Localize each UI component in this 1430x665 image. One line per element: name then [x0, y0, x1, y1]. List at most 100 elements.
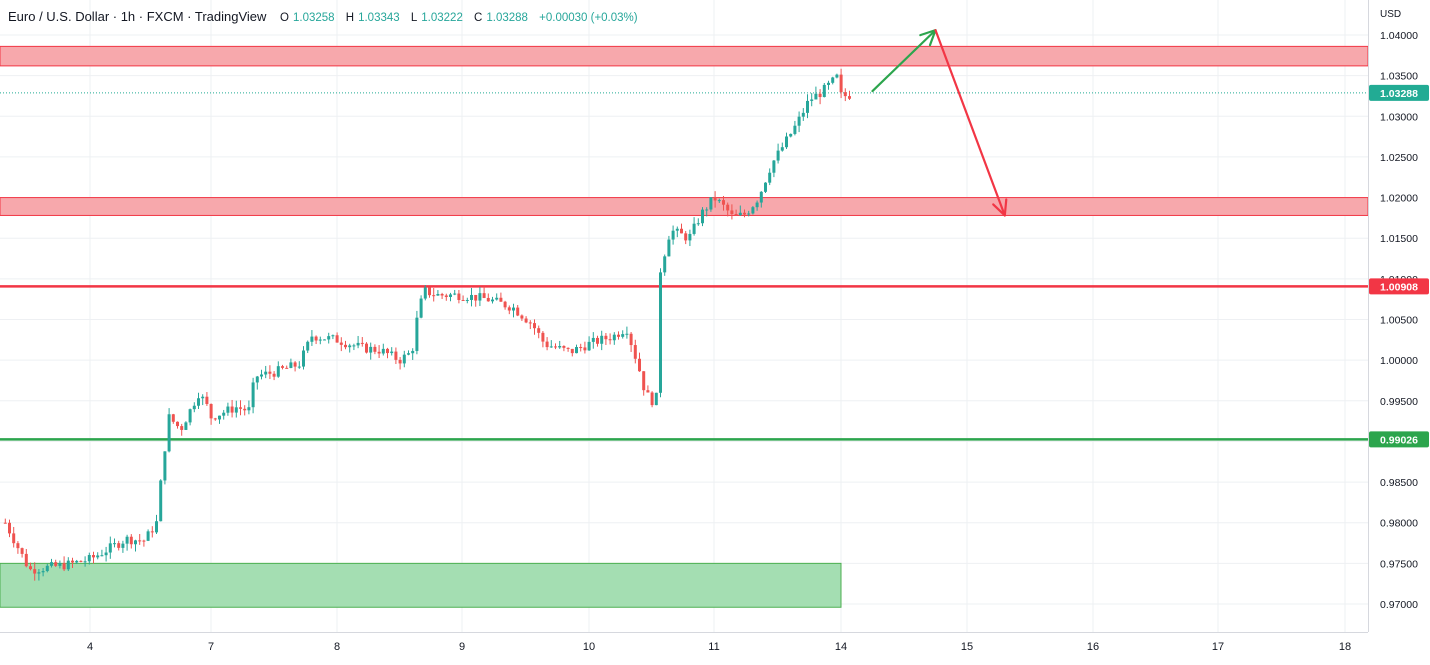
candle [188, 408, 192, 426]
candle [369, 342, 373, 360]
demand-zone[interactable] [0, 562, 842, 608]
candle [41, 567, 45, 577]
candle [789, 133, 793, 138]
candle [66, 557, 70, 572]
time-axis[interactable] [0, 632, 1368, 660]
candle [755, 200, 759, 211]
candle [495, 293, 499, 301]
candle [402, 350, 406, 368]
svg-text:0.99026: 0.99026 [1380, 434, 1418, 446]
candle [251, 377, 255, 414]
candle [768, 168, 772, 186]
candle [587, 336, 591, 351]
candle [344, 340, 347, 350]
candle [764, 182, 767, 194]
candle [612, 332, 616, 345]
candle [377, 345, 381, 359]
candle [680, 223, 683, 234]
y-tick-label: 1.00000 [1380, 355, 1418, 367]
candle [453, 289, 457, 296]
candle [255, 375, 259, 390]
candle [45, 563, 49, 573]
x-tick-label: 8 [334, 641, 340, 653]
candle [600, 330, 604, 351]
candle [533, 319, 536, 335]
candle [302, 346, 305, 370]
candle [390, 347, 394, 356]
candle [281, 364, 284, 370]
candle [524, 316, 528, 324]
candle [675, 226, 679, 238]
candle [722, 196, 725, 211]
x-tick-label: 4 [87, 641, 93, 653]
candle [331, 334, 335, 340]
candle [218, 415, 221, 424]
candle [239, 400, 242, 416]
candle [176, 421, 179, 429]
candle [818, 89, 822, 105]
candle [638, 352, 641, 372]
x-tick-label: 11 [708, 641, 719, 653]
candle [100, 549, 104, 557]
high-label: H [345, 12, 355, 24]
candle [335, 332, 339, 343]
candle [831, 76, 835, 85]
low-value: 1.03222 [421, 12, 463, 24]
candle [386, 347, 389, 359]
candle [772, 159, 776, 178]
candle [407, 350, 410, 356]
price-axis[interactable] [1368, 0, 1430, 660]
candle [113, 538, 116, 548]
candle [92, 551, 95, 564]
candle [230, 399, 234, 418]
candle [150, 526, 154, 538]
candle [709, 197, 713, 212]
x-tick-label: 16 [1087, 641, 1099, 653]
candle [365, 342, 368, 354]
grid [0, 0, 1368, 632]
candle [129, 534, 133, 549]
candle [667, 235, 671, 257]
candle [541, 331, 545, 348]
candle [591, 332, 595, 349]
y-tick-label: 0.98000 [1380, 518, 1418, 530]
candle [696, 218, 700, 226]
candle [806, 94, 809, 119]
chart-header: Euro / U.S. Dollar · 1h · FXCM · Trading… [8, 9, 642, 24]
candle [444, 293, 448, 301]
candle [747, 210, 751, 217]
candle [180, 423, 184, 436]
candle [54, 559, 58, 568]
candle [776, 143, 780, 164]
candle [222, 409, 226, 420]
candle [621, 330, 625, 339]
projection-down-arrow[interactable] [934, 29, 1008, 217]
candle [654, 392, 658, 406]
candle [701, 207, 704, 227]
candle [793, 120, 797, 136]
candle [633, 339, 637, 364]
candle [323, 339, 326, 341]
candle [356, 335, 360, 349]
candle [8, 519, 11, 538]
candle [604, 332, 608, 346]
open-label: O [280, 12, 289, 24]
symbol-title[interactable]: Euro / U.S. Dollar · 1h · FXCM · Trading… [8, 9, 267, 24]
candle [159, 479, 163, 522]
candles [3, 68, 851, 581]
candle [213, 417, 217, 421]
candle [583, 341, 587, 354]
x-tick-label: 14 [835, 641, 847, 653]
y-tick-label: 1.03500 [1380, 71, 1418, 83]
candle [171, 413, 175, 424]
upper-supply-zone[interactable] [0, 45, 1369, 67]
candle [449, 292, 452, 302]
y-tick-label: 1.01500 [1380, 233, 1418, 245]
candle [684, 230, 688, 245]
candle [37, 569, 41, 581]
candle [558, 340, 562, 349]
candle [692, 217, 696, 236]
middle-supply-zone[interactable] [0, 197, 1369, 216]
